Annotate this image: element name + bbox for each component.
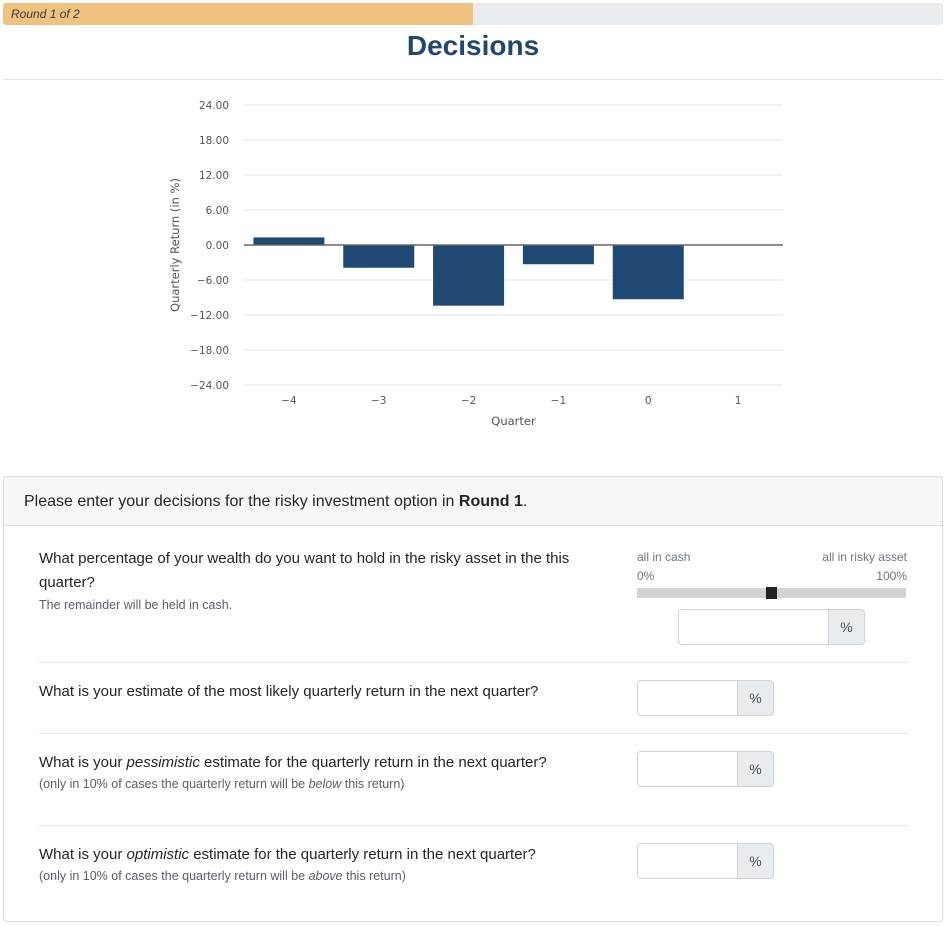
risky-share-input-group: % bbox=[678, 609, 865, 645]
optimistic-note: (only in 10% of cases the quarterly retu… bbox=[39, 869, 406, 883]
slider-min-pct: 0% bbox=[637, 569, 655, 583]
slider-max-pct: 100% bbox=[876, 569, 907, 583]
pessimistic-question-prefix: What is your bbox=[39, 754, 127, 771]
decision-header-suffix: . bbox=[522, 493, 528, 510]
x-tick-label: 1 bbox=[735, 395, 742, 407]
optimistic-question: What is your optimistic estimate for the… bbox=[39, 843, 536, 867]
y-tick-label: −18.00 bbox=[190, 345, 229, 357]
pessimistic-note: (only in 10% of cases the quarterly retu… bbox=[39, 777, 404, 791]
likely-return-question: What is your estimate of the most likely… bbox=[39, 683, 539, 700]
slider-min-label: all in cash bbox=[637, 550, 691, 564]
optimistic-note-prefix: (only in 10% of cases the quarterly retu… bbox=[39, 869, 309, 883]
pessimistic-question-emphasis: pessimistic bbox=[126, 754, 200, 771]
pessimistic-return-input[interactable] bbox=[637, 751, 737, 787]
y-tick-label: 6.00 bbox=[206, 205, 229, 217]
y-axis-label: Quarterly Return (in %) bbox=[168, 178, 182, 312]
risky-share-note: The remainder will be held in cash. bbox=[39, 598, 233, 612]
optimistic-note-emphasis: above bbox=[308, 869, 343, 883]
x-axis-label: Quarter bbox=[491, 414, 536, 428]
risky-share-slider[interactable] bbox=[637, 587, 906, 599]
bar bbox=[253, 237, 325, 245]
likely-return-input-group: % bbox=[637, 680, 774, 716]
round-progress-bar: Round 1 of 2 bbox=[3, 3, 943, 25]
optimistic-return-input[interactable] bbox=[637, 843, 737, 879]
round-progress-label: Round 1 of 2 bbox=[11, 7, 80, 21]
y-tick-label: 12.00 bbox=[199, 170, 229, 182]
title-divider bbox=[3, 79, 943, 80]
bar bbox=[433, 245, 505, 306]
decision-header-prefix: Please enter your decisions for the risk… bbox=[24, 493, 459, 510]
pessimistic-note-prefix: (only in 10% of cases the quarterly retu… bbox=[39, 777, 309, 791]
percent-addon: % bbox=[737, 843, 774, 879]
risky-share-question: What percentage of your wealth do you wa… bbox=[39, 550, 570, 591]
decision-card-header-text: Please enter your decisions for the risk… bbox=[24, 493, 527, 511]
percent-addon: % bbox=[737, 751, 774, 787]
x-tick-label: −2 bbox=[461, 395, 476, 407]
page-title: Decisions bbox=[406, 30, 540, 61]
slider-handle[interactable] bbox=[766, 587, 777, 599]
percent-addon: % bbox=[737, 680, 774, 716]
pessimistic-note-emphasis: below bbox=[308, 777, 342, 791]
round-progress-fill bbox=[3, 3, 473, 25]
y-tick-label: 24.00 bbox=[199, 100, 229, 112]
pessimistic-input-group: % bbox=[637, 751, 774, 787]
y-tick-label: −12.00 bbox=[190, 310, 229, 322]
bar bbox=[343, 245, 415, 268]
optimistic-question-prefix: What is your bbox=[39, 846, 127, 863]
risky-share-input[interactable] bbox=[678, 609, 828, 645]
pessimistic-note-suffix: this return) bbox=[341, 777, 405, 791]
x-tick-label: −3 bbox=[371, 395, 386, 407]
y-tick-label: 18.00 bbox=[199, 135, 229, 147]
pessimistic-question: What is your pessimistic estimate for th… bbox=[39, 751, 547, 775]
percent-addon: % bbox=[828, 609, 865, 645]
question-divider bbox=[39, 825, 908, 826]
optimistic-input-group: % bbox=[637, 843, 774, 879]
optimistic-question-suffix: estimate for the quarterly return in the… bbox=[189, 846, 536, 863]
bar bbox=[522, 245, 594, 265]
x-tick-label: −1 bbox=[551, 395, 566, 407]
y-tick-label: −6.00 bbox=[197, 275, 229, 287]
bar bbox=[612, 245, 684, 300]
x-tick-label: −4 bbox=[281, 395, 297, 407]
x-tick-label: 0 bbox=[645, 395, 652, 407]
decision-header-round: Round 1 bbox=[458, 493, 523, 510]
decision-card-header: Please enter your decisions for the risk… bbox=[4, 477, 942, 526]
returns-bar-chart: 24.00 18.00 12.00 6.00 0.00 −6.00 −12.00 −18.00… bbox=[168, 100, 783, 428]
pessimistic-question-suffix: estimate for the quarterly return in the… bbox=[199, 754, 547, 771]
decision-card: Please enter your decisions for the risk… bbox=[3, 476, 943, 922]
slider-max-label: all in risky asset bbox=[822, 550, 907, 564]
y-tick-label: 0.00 bbox=[206, 240, 229, 252]
y-tick-label: −24.00 bbox=[190, 380, 229, 392]
question-divider bbox=[39, 733, 908, 734]
question-divider bbox=[39, 662, 908, 663]
optimistic-question-emphasis: optimistic bbox=[126, 846, 190, 863]
likely-return-input[interactable] bbox=[637, 680, 737, 716]
optimistic-note-suffix: this return) bbox=[342, 869, 406, 883]
